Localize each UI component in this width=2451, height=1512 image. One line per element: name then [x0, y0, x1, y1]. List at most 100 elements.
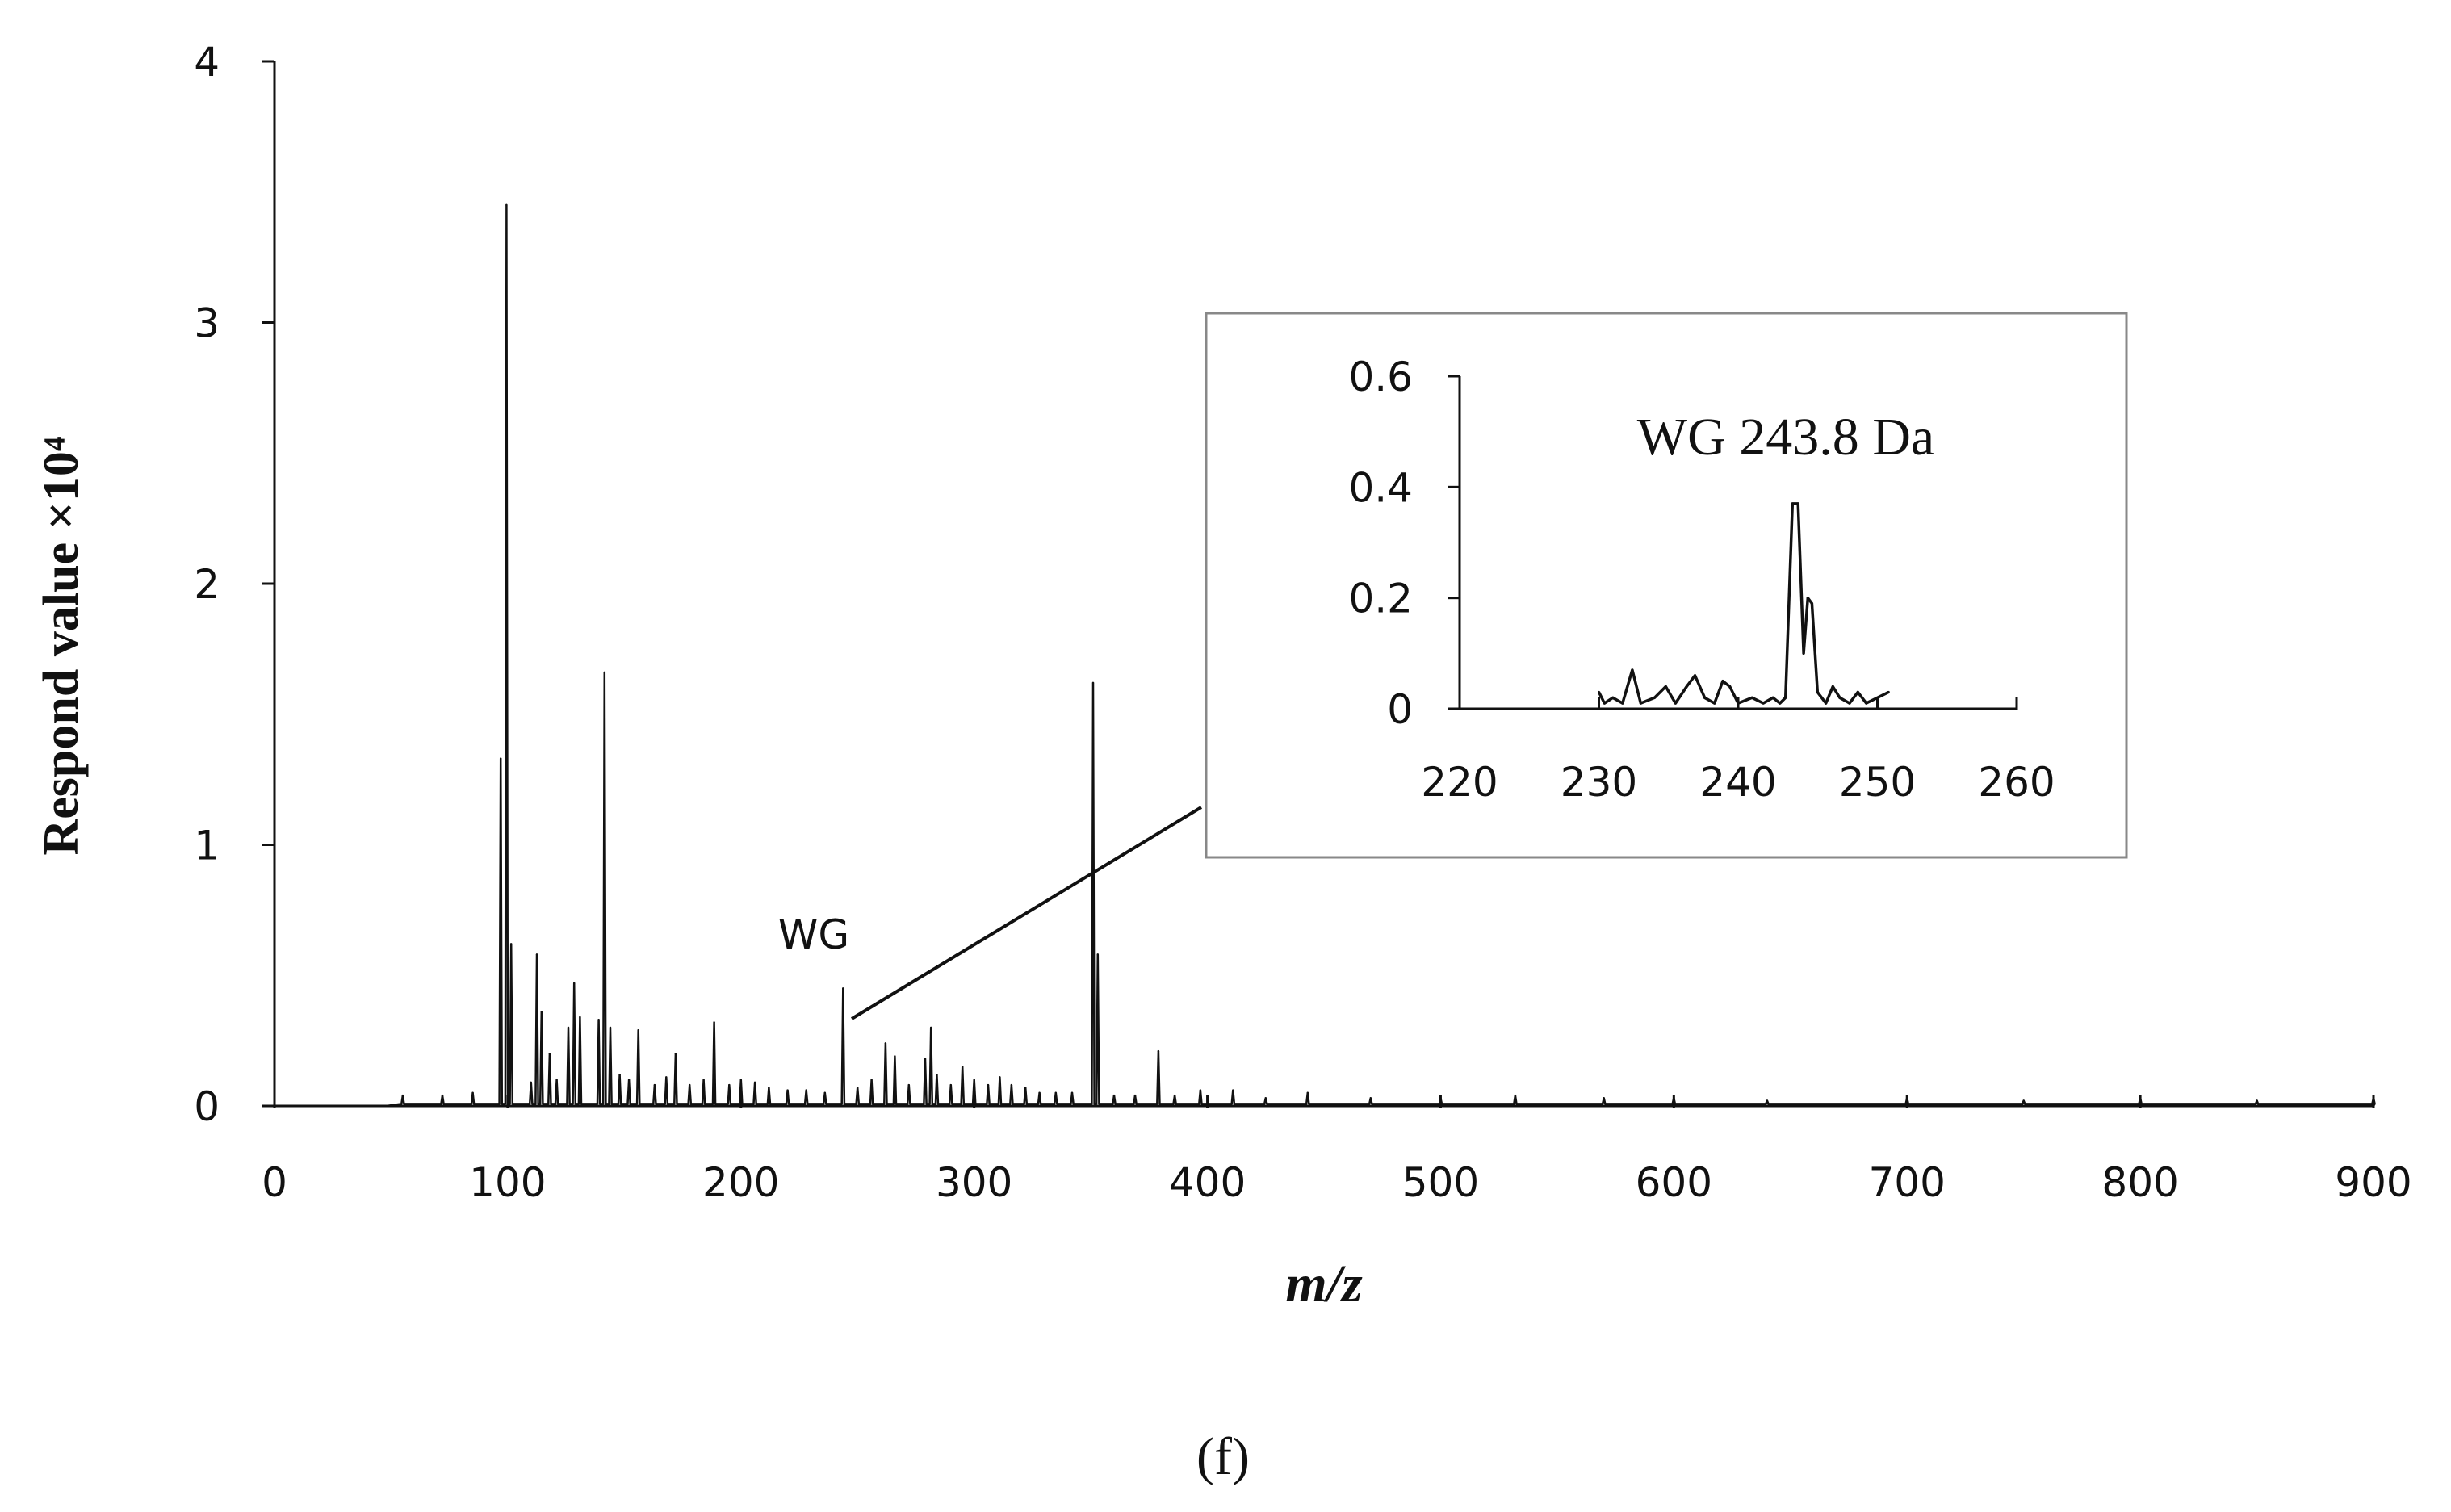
- peak-point: [768, 1087, 770, 1089]
- inset-title: WG 243.8 Da: [1637, 408, 1934, 467]
- peak-point: [786, 1089, 789, 1091]
- peak-point: [728, 1083, 731, 1087]
- inset-point: [1653, 696, 1656, 699]
- inset-plot: 0 0.2 0.4 0.6 220 230 240 250 260 WG 243.8 Da: [1205, 312, 2128, 859]
- inset-x-tick-label: 250: [1839, 759, 1916, 806]
- inset-x-tick-label: 240: [1699, 759, 1776, 806]
- peak-point: [471, 1091, 474, 1095]
- peak-point: [884, 1042, 887, 1045]
- peak-point: [674, 1053, 677, 1055]
- peak-point: [540, 1011, 543, 1013]
- peak-point: [1070, 1091, 1074, 1095]
- peak-point: [1306, 1091, 1309, 1095]
- inset-point: [1737, 702, 1740, 705]
- peak-point: [573, 982, 576, 985]
- x-tick-label: 900: [2335, 1159, 2411, 1206]
- peak-point: [1038, 1091, 1041, 1095]
- inset-point: [1865, 702, 1868, 705]
- peak-point: [857, 1087, 859, 1089]
- peak-point: [973, 1079, 975, 1081]
- peak-point: [441, 1094, 444, 1097]
- inset-point: [1887, 690, 1890, 693]
- peak-point: [1603, 1097, 1605, 1099]
- peak-point: [2139, 1097, 2142, 1099]
- inset-point: [1611, 696, 1615, 699]
- inset-point: [1713, 702, 1716, 705]
- x-axis-label: m/z: [1285, 1254, 1363, 1313]
- peak-point: [702, 1079, 705, 1081]
- inset-point: [1694, 674, 1696, 677]
- peak-point: [1096, 953, 1100, 956]
- inset-point: [1784, 696, 1787, 699]
- inset-y-ticks: 0 0.2 0.4 0.6: [1348, 354, 1460, 733]
- peak-point: [2372, 1097, 2375, 1099]
- inset-x-tick-label: 260: [1978, 759, 2055, 806]
- peak-point: [907, 1083, 911, 1087]
- peak-point: [2256, 1099, 2258, 1102]
- peak-point: [555, 1079, 558, 1081]
- x-tick-label: 200: [702, 1159, 779, 1206]
- peak-point: [894, 1055, 896, 1058]
- x-tick-label: 100: [469, 1159, 546, 1206]
- y-tick-label: 3: [194, 300, 220, 347]
- peak-point: [823, 1091, 826, 1095]
- callout-line: [850, 806, 1203, 1020]
- peak-point: [1157, 1049, 1160, 1053]
- peak-point: [1766, 1099, 1769, 1102]
- peak-point: [401, 1094, 404, 1097]
- peak-point: [936, 1074, 938, 1076]
- peak-point: [548, 1053, 551, 1055]
- inset-point: [1816, 690, 1819, 693]
- wg-annotation: WG: [778, 911, 849, 958]
- inset-point: [1621, 702, 1624, 705]
- peak-point: [870, 1079, 873, 1081]
- inset-point: [1825, 702, 1828, 705]
- inset-point: [1876, 696, 1879, 699]
- peak-point: [609, 1026, 612, 1029]
- inset-point: [1750, 696, 1753, 699]
- peak-point: [1091, 681, 1095, 685]
- inset-point: [1848, 702, 1851, 705]
- inset-y-tick-label: 0: [1387, 686, 1413, 733]
- peak-point: [1010, 1083, 1013, 1087]
- inset-point: [1762, 702, 1765, 705]
- inset-y-tick-label: 0.4: [1348, 464, 1413, 511]
- inset-point: [1728, 685, 1732, 688]
- inset-y-tick-label: 0.6: [1348, 354, 1413, 400]
- peak-point: [949, 1083, 953, 1087]
- peak-point: [987, 1083, 990, 1087]
- inset-point: [1810, 602, 1813, 605]
- x-ticks: 0 100 200 300 400 500 600 700 800 900: [262, 1095, 2412, 1206]
- peak-point: [2022, 1099, 2025, 1102]
- x-tick-label: 500: [1402, 1159, 1479, 1206]
- x-tick-label: 600: [1636, 1159, 1712, 1206]
- y-tick-label: 0: [194, 1083, 220, 1130]
- inset-y-tick-label: 0.2: [1348, 576, 1413, 622]
- inset-point: [1779, 702, 1782, 705]
- peak-point: [1264, 1097, 1267, 1099]
- peak-point: [1024, 1087, 1027, 1089]
- y-axis-label: Respond value ×10⁴: [34, 436, 89, 855]
- peak-point: [1199, 1089, 1202, 1091]
- peak-point: [653, 1083, 656, 1087]
- inset-point: [1674, 702, 1677, 705]
- y-tick-label: 2: [194, 561, 220, 608]
- inset-point: [1791, 502, 1794, 505]
- inset-point: [1838, 696, 1841, 699]
- peak-point: [603, 671, 605, 674]
- y-tick-label: 4: [194, 39, 220, 86]
- peak-point: [567, 1026, 570, 1029]
- inset-x-tick-label: 220: [1421, 759, 1498, 806]
- inset-point: [1664, 685, 1667, 688]
- peak-point: [665, 1076, 668, 1079]
- x-tick-label: 700: [1869, 1159, 1946, 1206]
- peak-point: [1232, 1089, 1234, 1091]
- peak-point: [999, 1076, 1001, 1079]
- y-tick-label: 1: [194, 823, 220, 869]
- peak-point: [618, 1074, 621, 1076]
- inset-point: [1796, 502, 1799, 505]
- peak-point: [530, 1081, 532, 1084]
- x-tick-label: 0: [262, 1159, 287, 1206]
- peak-point: [1369, 1097, 1372, 1099]
- peak-point: [1173, 1094, 1176, 1097]
